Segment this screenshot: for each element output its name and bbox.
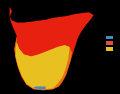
Polygon shape: [14, 36, 72, 90]
Bar: [106, 47, 113, 51]
Polygon shape: [10, 7, 17, 36]
Polygon shape: [16, 42, 70, 89]
Polygon shape: [34, 86, 46, 89]
Bar: [106, 36, 113, 39]
Polygon shape: [10, 7, 94, 90]
Bar: [106, 41, 113, 45]
